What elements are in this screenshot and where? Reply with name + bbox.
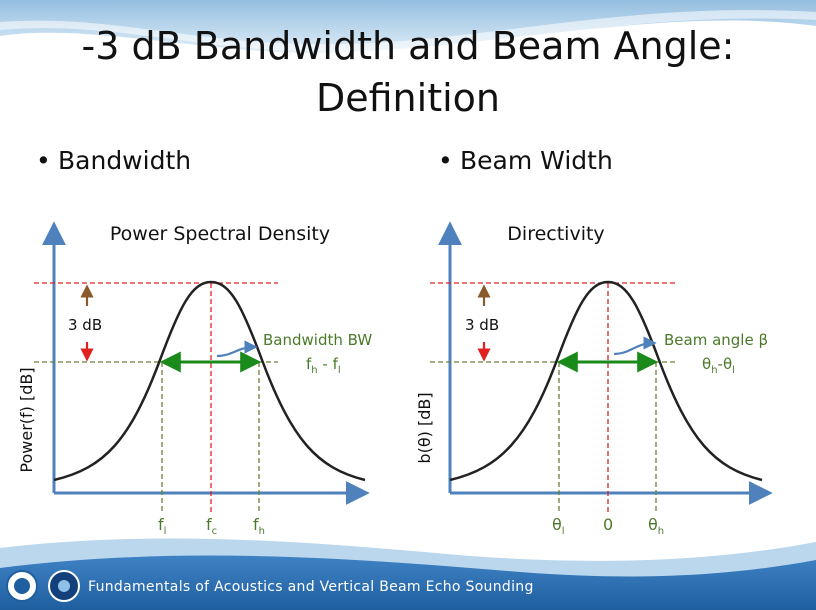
directivity-bw-formula-a-sub: h bbox=[711, 365, 717, 376]
psd-bw-formula-sep: - bbox=[318, 355, 333, 373]
psd-bw-formula-a: f bbox=[306, 355, 312, 373]
directivity-curve bbox=[449, 280, 763, 482]
slide-title-line1: -3 dB Bandwidth and Beam Angle: bbox=[81, 24, 735, 68]
directivity-y-label: b(θ) [dB] bbox=[415, 392, 434, 463]
directivity-bw-label: Beam angle β bbox=[664, 331, 768, 349]
directivity-diagram: Directivity b(θ) [dB] 3 dB Beam angle β … bbox=[415, 221, 773, 537]
directivity-bw-pointer-arrow bbox=[613, 336, 657, 356]
psd-bw-formula-a-sub: h bbox=[311, 365, 317, 376]
directivity-bw-formula-a: θ bbox=[702, 355, 711, 373]
psd-tick-fc: fc bbox=[206, 515, 217, 537]
directivity-tick-thetah: θh bbox=[648, 515, 664, 537]
directivity-3db-label: 3 dB bbox=[465, 316, 499, 334]
bullet-bandwidth: • Bandwidth bbox=[36, 146, 191, 175]
psd-bw-formula-b: f bbox=[333, 355, 339, 373]
psd-bw-label: Bandwidth BW bbox=[263, 331, 372, 349]
bullet-bandwidth-label: Bandwidth bbox=[58, 146, 192, 175]
directivity-tick-zero: 0 bbox=[603, 515, 613, 534]
noaa-logo-icon bbox=[6, 570, 38, 602]
psd-bw-pointer-arrow bbox=[216, 340, 258, 358]
directivity-bw-formula-sep: - bbox=[718, 355, 723, 373]
bullet-icon: • bbox=[438, 146, 453, 175]
footer-title: Fundamentals of Acoustics and Vertical B… bbox=[88, 579, 534, 595]
slide-title-line2: Definition bbox=[315, 76, 500, 120]
top-wave-highlight bbox=[0, 9, 816, 53]
partner-logo-icon bbox=[48, 570, 80, 602]
psd-tick-fh: fh bbox=[253, 515, 265, 537]
directivity-bw-formula-b: θ bbox=[723, 355, 732, 373]
directivity-title: Directivity bbox=[507, 223, 604, 245]
psd-curve bbox=[53, 280, 366, 482]
psd-diagram: Power Spectral Density Power(f) [dB] 3 d… bbox=[17, 221, 372, 537]
bullet-beam-width-label: Beam Width bbox=[460, 146, 613, 175]
psd-y-label: Power(f) [dB] bbox=[17, 367, 36, 472]
bottom-wave-dark bbox=[0, 555, 816, 610]
psd-tick-fl: fl bbox=[158, 515, 166, 537]
bullet-icon: • bbox=[36, 146, 51, 175]
psd-bw-formula-b-sub: l bbox=[338, 365, 341, 376]
directivity-bw-formula: θh-θl bbox=[702, 355, 735, 376]
psd-3db-label: 3 dB bbox=[68, 316, 102, 334]
directivity-bw-formula-b-sub: l bbox=[732, 365, 735, 376]
bullet-beam-width: • Beam Width bbox=[438, 146, 613, 175]
directivity-tick-thetal: θl bbox=[552, 515, 565, 537]
psd-title: Power Spectral Density bbox=[110, 223, 330, 245]
psd-bw-formula: fh - fl bbox=[306, 355, 341, 376]
